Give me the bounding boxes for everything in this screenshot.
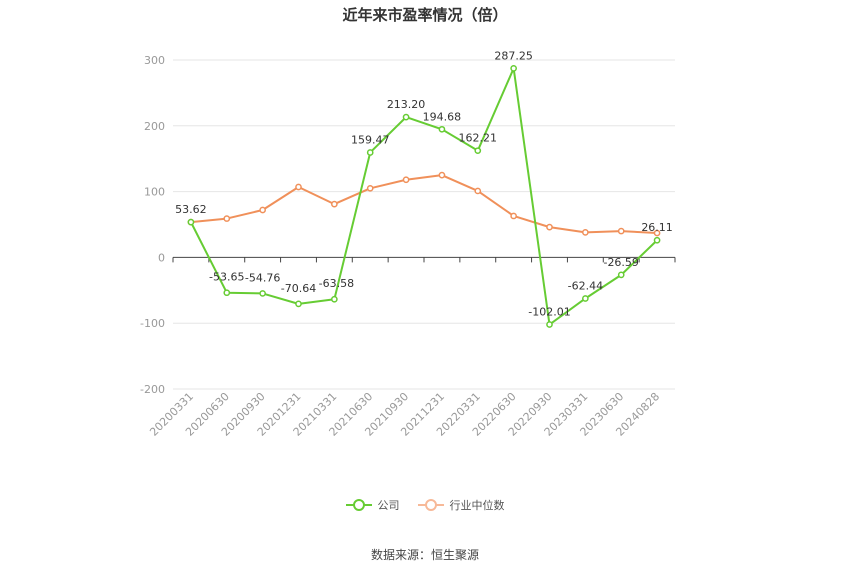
legend-line-marker-icon (417, 498, 444, 512)
y-tick-label: 300 (144, 54, 165, 67)
data-point-industry-median[interactable] (653, 229, 661, 237)
data-point-company[interactable] (331, 295, 338, 303)
data-point-industry-median[interactable] (510, 212, 517, 220)
y-tick-label: 100 (144, 186, 165, 199)
data-point-industry-median[interactable] (438, 171, 446, 179)
data-point-industry-median[interactable] (259, 206, 266, 214)
y-tick-label: -100 (140, 317, 165, 330)
data-label-company: -102.01 (528, 306, 570, 319)
data-point-industry-median[interactable] (295, 183, 302, 191)
data-point-company[interactable] (438, 125, 446, 133)
data-point-industry-median[interactable] (582, 229, 589, 236)
data-label-company: -63.58 (319, 277, 354, 290)
data-label-company: 26.11 (641, 221, 673, 234)
data-source: 数据来源：恒生聚源 (370, 548, 479, 562)
y-tick-label: 200 (144, 120, 165, 133)
chart-legend: 公司 行业中位数 (0, 497, 850, 513)
legend-item-industry-median[interactable]: 行业中位数 (417, 497, 505, 513)
data-point-company[interactable] (366, 149, 374, 156)
data-point-industry-median[interactable] (402, 176, 410, 184)
data-point-company[interactable] (510, 65, 517, 72)
data-point-industry-median[interactable] (223, 215, 231, 222)
data-label-company: -53.65 (209, 271, 244, 284)
data-point-industry-median[interactable] (474, 187, 482, 195)
legend-label-company: 公司 (377, 499, 400, 512)
data-point-industry-median[interactable] (331, 200, 338, 208)
y-tick-label: 0 (158, 251, 165, 264)
data-point-industry-median[interactable] (617, 227, 625, 235)
data-point-company[interactable] (617, 271, 625, 279)
data-point-company[interactable] (653, 236, 661, 244)
series-line-company (190, 67, 658, 326)
y-tick-label: -200 (140, 383, 165, 396)
data-label-company: -70.64 (281, 282, 316, 295)
data-label-company: 213.20 (387, 98, 426, 111)
data-label-company: 287.25 (494, 49, 533, 62)
data-label-company: 53.62 (175, 203, 207, 216)
data-label-company: -54.76 (245, 271, 280, 284)
data-point-company[interactable] (474, 147, 482, 155)
legend-item-company[interactable]: 公司 (345, 497, 400, 513)
legend-label-industry-median: 行业中位数 (449, 499, 505, 512)
data-point-company[interactable] (187, 218, 195, 226)
data-point-company[interactable] (295, 300, 302, 308)
data-point-company[interactable] (402, 113, 410, 121)
data-label-company: 194.68 (423, 110, 462, 123)
data-point-company[interactable] (582, 295, 589, 302)
data-point-company[interactable] (259, 290, 266, 297)
legend-line-marker-icon (345, 498, 372, 512)
data-label-company: 159.47 (351, 133, 390, 146)
data-point-industry-median[interactable] (546, 223, 553, 231)
data-point-industry-median[interactable] (366, 184, 374, 192)
series-line-industry-median (190, 174, 658, 235)
data-label-company: 162.21 (459, 132, 498, 145)
data-point-company[interactable] (546, 321, 553, 328)
data-label-company: -62.44 (568, 279, 603, 292)
data-point-company[interactable] (223, 289, 231, 297)
chart-title: 近年来市盈率情况（倍） (342, 6, 508, 24)
data-label-company: -26.59 (603, 256, 638, 269)
